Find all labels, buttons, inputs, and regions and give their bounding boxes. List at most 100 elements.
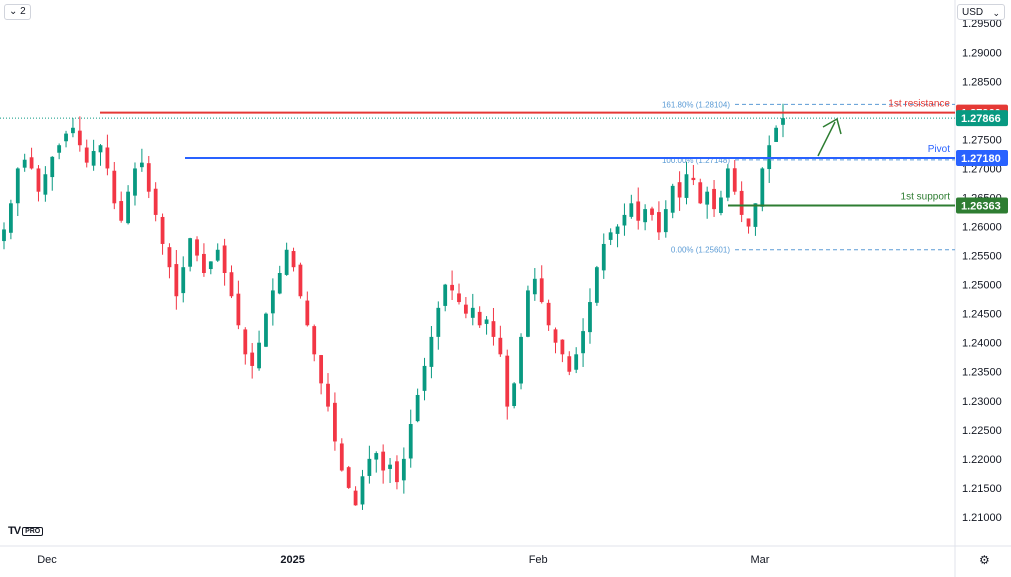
candle-body [574, 354, 579, 370]
fib-level-label: 0.00% (1.25601) [671, 246, 730, 255]
candle-body [608, 232, 613, 240]
candle-body [725, 168, 730, 198]
candle-body [139, 162, 144, 168]
candle-body [36, 168, 41, 192]
level-label: 1st support [901, 191, 951, 202]
candle-body [339, 443, 344, 471]
level-label: 1st resistance [888, 99, 950, 110]
candle-body [374, 453, 379, 460]
candle-body [746, 218, 751, 227]
y-tick-label: 1.25500 [962, 251, 1002, 263]
candle-body [477, 311, 482, 326]
candle-body [367, 458, 372, 476]
indicator-toggle-button[interactable]: ⌄ 2 [4, 4, 31, 20]
candle-body [443, 284, 448, 306]
x-tick-label: Feb [529, 554, 548, 566]
y-tick-label: 1.28500 [962, 76, 1002, 88]
candle-body [450, 284, 454, 291]
candle-body [381, 451, 386, 471]
fib-level-label: 100.00% (1.27148) [662, 156, 730, 165]
candle-body [677, 182, 682, 198]
candle-body [553, 329, 558, 343]
candle-body [663, 209, 668, 233]
currency-label: USD [962, 7, 984, 18]
candle-body [229, 272, 234, 297]
candle-body [305, 300, 310, 326]
candle-body [15, 168, 20, 204]
candle-body [684, 174, 689, 198]
candle-body [388, 464, 392, 469]
candle-body [57, 145, 62, 153]
candle-body [698, 182, 703, 204]
candle-body [277, 273, 282, 294]
candle-body [615, 226, 620, 234]
candle-body [326, 383, 330, 407]
level-label: Pivot [928, 144, 950, 155]
candle-body [491, 321, 496, 337]
candle-body [222, 245, 227, 273]
projection-arrow-shaft [817, 121, 836, 157]
candle-body [284, 249, 289, 275]
candle-body [236, 293, 241, 326]
candle-body [208, 261, 213, 270]
tradingview-logo: TV PRO [8, 525, 44, 537]
candle-body [243, 329, 248, 355]
candle-body [319, 355, 324, 384]
level-price-label: 1.26363 [961, 200, 1001, 212]
y-tick-label: 1.24500 [962, 309, 1002, 321]
level-price-label: 1.27180 [961, 153, 1001, 165]
x-tick-label: Mar [751, 554, 770, 566]
candle-body [126, 191, 130, 224]
y-tick-label: 1.24000 [962, 338, 1002, 350]
y-tick-label: 1.21000 [962, 512, 1002, 524]
candle-body [91, 151, 96, 166]
fib-level-label: 161.80% (1.28104) [662, 100, 730, 109]
candle-body [594, 267, 599, 303]
last-price-tag [956, 110, 1008, 127]
y-tick-label: 1.21500 [962, 483, 1002, 495]
candle-body [429, 336, 434, 367]
candle-body [546, 302, 551, 326]
y-tick-label: 1.27000 [962, 163, 1002, 175]
candle-body [760, 168, 765, 207]
candle-body [264, 313, 268, 347]
y-tick-label: 1.26000 [962, 222, 1002, 234]
y-tick-label: 1.22000 [962, 454, 1002, 466]
candle-body [250, 352, 255, 366]
candle-body [202, 253, 206, 273]
pro-badge: PRO [22, 526, 44, 536]
y-tick-label: 1.25000 [962, 280, 1002, 292]
candle-body [526, 290, 530, 337]
candle-body [257, 342, 261, 369]
candle-body [2, 229, 6, 242]
candle-body [291, 251, 296, 268]
candle-body [167, 247, 172, 268]
candle-body [670, 185, 675, 213]
x-tick-label: Dec [37, 554, 57, 566]
y-tick-label: 1.29500 [962, 18, 1002, 30]
level-price-tag [956, 149, 1008, 166]
candle-body [270, 290, 275, 314]
candle-body [360, 476, 365, 505]
candle-body [401, 458, 406, 481]
candle-body [29, 157, 34, 169]
candle-body [181, 267, 186, 294]
last-price-label: 1.27866 [961, 113, 1001, 125]
candle-body [457, 293, 461, 303]
candle-body [567, 356, 572, 372]
currency-selector[interactable]: USD ⌄ [957, 4, 1005, 20]
candle-body [436, 307, 441, 337]
candle-body [505, 355, 510, 407]
candle-body [539, 278, 544, 303]
settings-icon[interactable]: ⚙ [979, 553, 990, 567]
candle-body [470, 307, 475, 318]
candle-body [781, 118, 785, 125]
candle-body [146, 163, 151, 192]
candle-body [691, 177, 696, 181]
candle-body [84, 147, 89, 163]
candle-body [188, 238, 193, 267]
candle-body [43, 174, 48, 195]
candle-body [174, 264, 179, 297]
projection-arrow-head [822, 117, 842, 135]
